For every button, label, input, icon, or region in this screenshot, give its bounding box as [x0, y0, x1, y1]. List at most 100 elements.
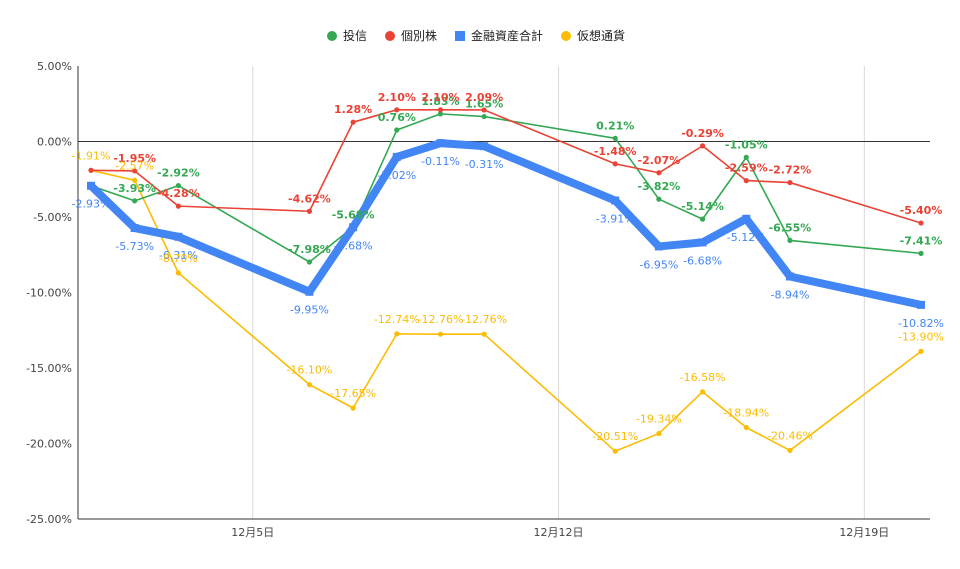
- data-label: -10.82%: [898, 317, 944, 330]
- data-label: 1.83%: [421, 95, 459, 108]
- data-point: [785, 272, 794, 281]
- data-label: -2.92%: [157, 167, 200, 180]
- legend-label: 個別株: [401, 28, 437, 43]
- data-label: -2.93%: [72, 198, 111, 211]
- data-point: [699, 389, 706, 395]
- data-label: -6.68%: [683, 254, 722, 267]
- data-label: -16.58%: [680, 371, 726, 384]
- data-label: -5.68%: [332, 208, 375, 221]
- y-axis: 5.00% 0.00% -5.00% -10.00% -15.00% -20.00% -25…: [26, 60, 72, 526]
- data-label: 2.10%: [421, 91, 459, 104]
- legend-marker: [385, 31, 395, 41]
- data-label: -2.57%: [115, 159, 154, 172]
- data-point: [787, 237, 793, 244]
- data-point: [394, 331, 400, 337]
- data-point: [918, 250, 924, 256]
- data-label: 0.21%: [596, 119, 634, 132]
- legend-item-0: 投信: [327, 28, 367, 43]
- data-point: [656, 170, 662, 176]
- y-tick-label: -25.00%: [26, 513, 72, 526]
- data-label: -7.41%: [900, 234, 943, 247]
- data-point: [611, 196, 620, 205]
- data-label: -1.95%: [113, 152, 156, 165]
- data-label: -5.73%: [115, 240, 154, 253]
- data-label: -12.76%: [418, 313, 464, 326]
- data-point: [436, 139, 445, 148]
- data-point: [654, 242, 663, 251]
- data-point: [918, 220, 924, 226]
- legend-label: 金融資産合計: [471, 28, 543, 43]
- data-label: 2.10%: [378, 91, 416, 104]
- data-point: [130, 224, 139, 233]
- data-label: -12.76%: [461, 313, 507, 326]
- data-point: [175, 203, 181, 209]
- x-tick-label: 12月19日: [839, 526, 889, 539]
- data-label: -20.51%: [592, 430, 638, 443]
- data-label: -5.68%: [334, 239, 373, 252]
- data-point: [918, 348, 924, 354]
- legend-item-2: 金融資産合計: [455, 28, 543, 43]
- data-label: -7.98%: [288, 243, 331, 256]
- data-label: -0.29%: [681, 127, 724, 140]
- series-line-0: [90, 113, 922, 263]
- data-label: -8.94%: [770, 288, 809, 301]
- data-label: -9.95%: [290, 304, 329, 317]
- data-point: [394, 107, 400, 113]
- data-label: -3.82%: [638, 180, 681, 193]
- data-point: [612, 135, 618, 141]
- data-point: [174, 232, 183, 241]
- chart-series: [87, 107, 925, 454]
- data-label: -12.74%: [374, 313, 420, 326]
- data-label: -5.12%: [727, 231, 766, 244]
- data-point: [480, 142, 489, 151]
- legend-marker: [327, 31, 337, 41]
- data-point: [349, 223, 358, 232]
- data-point: [656, 430, 662, 437]
- data-point: [437, 107, 444, 113]
- data-point: [132, 168, 138, 174]
- legend-label: 仮想通貨: [577, 28, 625, 43]
- data-point: [394, 127, 400, 133]
- x-tick-label: 12月12日: [534, 526, 584, 539]
- legend-item-3: 仮想通貨: [561, 28, 625, 43]
- data-label: -18.94%: [723, 406, 769, 419]
- data-point: [437, 111, 444, 117]
- y-tick-label: 5.00%: [37, 60, 72, 73]
- data-label: -6.95%: [639, 258, 678, 271]
- data-label: -8.70%: [159, 252, 198, 265]
- data-point: [698, 238, 707, 247]
- data-point: [743, 178, 749, 184]
- data-label: -16.10%: [286, 364, 332, 377]
- data-label: -6.55%: [769, 221, 812, 234]
- y-tick-label: 0.00%: [37, 136, 72, 149]
- data-label: -5.14%: [681, 200, 724, 213]
- series-line-3: [90, 169, 922, 453]
- data-label: -1.05%: [725, 138, 768, 151]
- data-point: [132, 177, 138, 183]
- chart-legend: 投信 個別株 金融資産合計 仮想通貨: [327, 28, 625, 43]
- data-label: -1.02%: [377, 169, 416, 182]
- data-label: -2.59%: [725, 162, 768, 175]
- data-point: [175, 182, 181, 189]
- data-label: -3.93%: [113, 182, 156, 195]
- data-point: [437, 331, 444, 337]
- data-point: [306, 208, 313, 214]
- data-label: -4.62%: [288, 192, 331, 205]
- data-point: [656, 196, 662, 202]
- data-labels: -3.93%-2.92%-7.98%-5.68%0.76%1.83% 1.65%0…: [72, 91, 944, 443]
- data-point: [743, 154, 749, 160]
- series-line-2: [88, 139, 922, 309]
- data-point: [481, 331, 487, 337]
- x-tick-label: 12月5日: [231, 526, 274, 539]
- data-label: 1.28%: [334, 103, 372, 116]
- data-point: [88, 167, 94, 173]
- data-label: -3.91%: [596, 213, 635, 226]
- data-point: [392, 152, 401, 161]
- data-label: -5.40%: [900, 204, 943, 217]
- data-point: [481, 113, 487, 120]
- data-label: -2.72%: [769, 164, 812, 177]
- data-point: [787, 179, 793, 186]
- legend-label: 投信: [343, 28, 367, 43]
- data-label: 1.65%: [465, 98, 503, 111]
